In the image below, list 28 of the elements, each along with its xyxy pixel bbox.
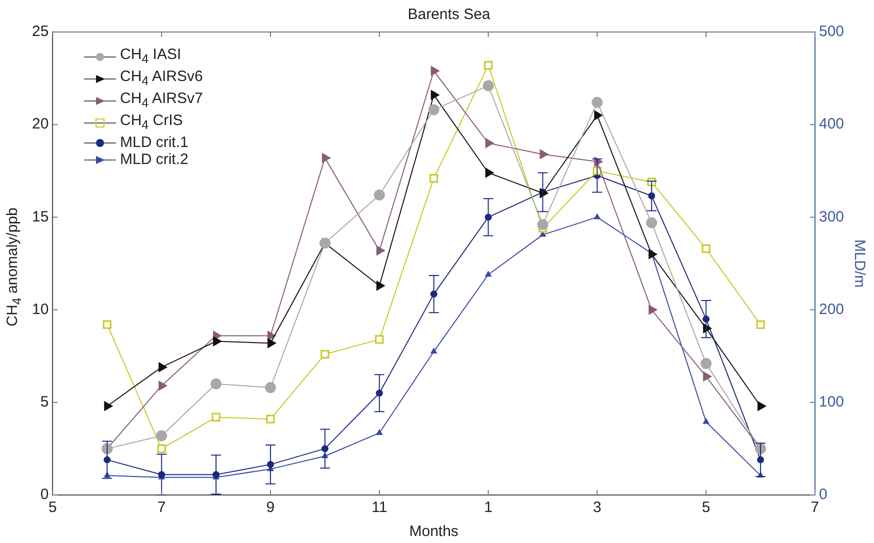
y-tick-label: 25 (32, 23, 49, 40)
x-tick-label: 11 (372, 499, 388, 516)
legend-label: MLD crit.1 (120, 134, 188, 151)
legend-label: CH$_{4}$ IASI (120, 46, 182, 68)
legend-label: CH$_{4}$ AIRSv6 (120, 68, 203, 90)
x-tick-label: 5 (702, 499, 710, 516)
y2-tick-label: 400 (818, 116, 844, 133)
x-tick-label: 7 (157, 499, 166, 516)
y-tick-label: 20 (32, 116, 49, 133)
y2-tick-label: 500 (818, 23, 844, 40)
y2-axis-title: MLD/m (850, 239, 868, 288)
legend-label: MLD crit.2 (120, 151, 188, 168)
x-tick-label: 3 (593, 499, 602, 516)
legend-label: CH$_{4}$ AIRSv7 (120, 90, 203, 112)
y2-tick-label: 100 (818, 394, 844, 411)
y-tick-label: 5 (40, 394, 49, 411)
y2-tick-label: 200 (818, 300, 844, 318)
y2-tick-label: 300 (818, 208, 844, 226)
x-axis-title: Months (409, 523, 458, 540)
x-tick-label: 9 (266, 499, 275, 516)
x-tick-label: 7 (810, 499, 820, 516)
y-tick-label: 15 (32, 208, 49, 226)
legend-label: CH$_{4}$ CrIS (120, 112, 183, 134)
y-tick-label: 10 (32, 300, 49, 318)
x-tick-label: 1 (484, 499, 492, 516)
y2-tick-label: 0 (818, 486, 828, 504)
y-tick-label: 0 (40, 486, 49, 504)
chart-title: Barents Sea (408, 6, 491, 24)
